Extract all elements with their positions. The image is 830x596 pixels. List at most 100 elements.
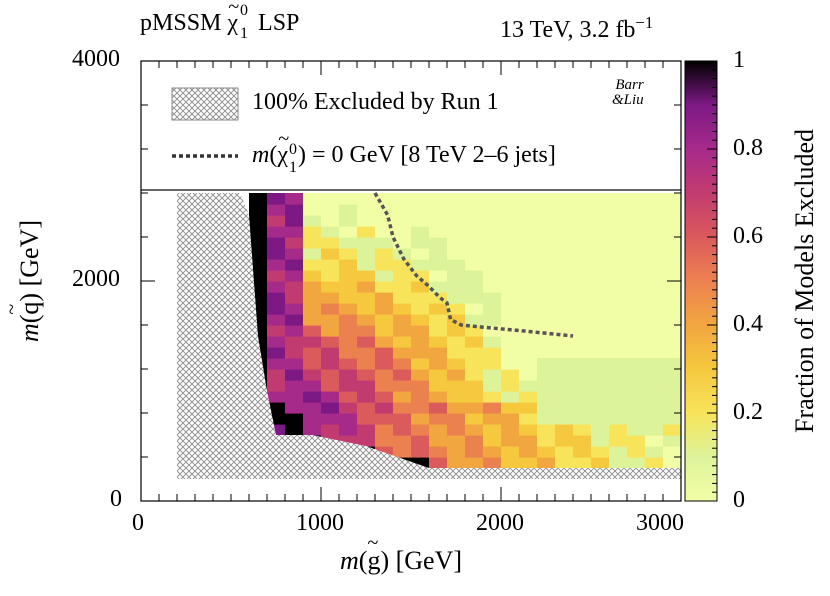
heatmap-cell (573, 402, 592, 414)
heatmap-cell (249, 325, 268, 337)
header-right: 13 TeV, 3.2 fb−1 (500, 13, 654, 43)
heatmap-cell (411, 204, 430, 216)
heatmap-cell (321, 325, 340, 337)
heatmap-cell (645, 380, 664, 392)
heatmap-cell (321, 303, 340, 315)
header-left: pMSSM ~ χ 0 1 LSP (140, 0, 300, 42)
heatmap-cell (303, 237, 322, 249)
heatmap-cell (483, 402, 502, 414)
heatmap-cell (303, 413, 322, 425)
heatmap-cell (357, 281, 376, 293)
heatmap-cell (267, 380, 286, 392)
heatmap-cell (321, 215, 340, 227)
heatmap-cell (393, 413, 412, 425)
heatmap-cell (339, 424, 358, 436)
heatmap-cell (663, 402, 681, 414)
heatmap-cell (357, 380, 376, 392)
heatmap-cell (645, 413, 664, 425)
heatmap-cell (249, 303, 268, 315)
heatmap-cell (465, 446, 484, 458)
heatmap-cell (573, 424, 592, 436)
heatmap-cell (285, 391, 304, 403)
hatched-excluded-area (177, 193, 681, 479)
heatmap-cell (483, 281, 502, 293)
heatmap-cell (555, 380, 574, 392)
heatmap-cell (447, 270, 466, 282)
heatmap-cell (429, 435, 448, 447)
heatmap-cell (519, 413, 538, 425)
heatmap-cell (393, 292, 412, 304)
heatmap-cell (411, 292, 430, 304)
heatmap-cell (627, 446, 646, 458)
heatmap-cell (393, 226, 412, 238)
heatmap-cell (339, 325, 358, 337)
heatmap-cell (573, 457, 592, 469)
heatmap-cell (465, 303, 484, 315)
heatmap-cell (303, 424, 322, 436)
heatmap-cell (429, 193, 448, 205)
heatmap-cell (447, 226, 466, 238)
heatmap-cell (411, 248, 430, 260)
heatmap-cell (393, 215, 412, 227)
heatmap-cell (411, 281, 430, 293)
heatmap-cell (339, 358, 358, 370)
heatmap-cell (429, 325, 448, 337)
heatmap-cell (645, 435, 664, 447)
heatmap-cell (267, 347, 286, 359)
heatmap-cell (285, 292, 304, 304)
heatmap-cell (285, 226, 304, 238)
heatmap-cell (375, 424, 394, 436)
heatmap-cell (339, 226, 358, 238)
heatmap-cell (249, 292, 268, 304)
heatmap-cell (339, 435, 358, 447)
heatmap-cell (591, 380, 610, 392)
heatmap-cells (231, 193, 681, 469)
x-tick-label: 1000 (296, 510, 344, 536)
heatmap-cell (321, 259, 340, 271)
heatmap-cell (447, 424, 466, 436)
heatmap-cell (519, 402, 538, 414)
heatmap-cell (591, 413, 610, 425)
heatmap-cell (429, 215, 448, 227)
heatmap-cell (249, 270, 268, 282)
heatmap-cell (429, 336, 448, 348)
heatmap-cell (483, 237, 502, 249)
heatmap-cell (501, 402, 520, 414)
heatmap-cell (627, 380, 646, 392)
heatmap-cell (537, 391, 556, 403)
heatmap-cell (339, 292, 358, 304)
heatmap-cell (465, 358, 484, 370)
heatmap-cell (483, 413, 502, 425)
watermark: Barr &Liu (612, 77, 644, 108)
heatmap-cell (465, 402, 484, 414)
heatmap-cell (285, 347, 304, 359)
heatmap-cell (573, 380, 592, 392)
legend-line-label: m(~ χ 0 1) = 0 GeV [8 TeV 2–6 jets] (252, 128, 556, 176)
heatmap-cell (447, 413, 466, 425)
heatmap-cell (321, 402, 340, 414)
heatmap-cell (375, 303, 394, 315)
heatmap-cell (501, 369, 520, 381)
heatmap-cell (447, 380, 466, 392)
heatmap-cell (375, 270, 394, 282)
heatmap-cell (393, 358, 412, 370)
heatmap-cell (267, 193, 286, 205)
heatmap-cell (465, 435, 484, 447)
heatmap-cell (501, 358, 520, 370)
heatmap-cell (501, 457, 520, 469)
heatmap-cell (519, 457, 538, 469)
heatmap-cell (645, 358, 664, 370)
heatmap-cell (357, 391, 376, 403)
heatmap-cell (303, 292, 322, 304)
heatmap-cell (429, 237, 448, 249)
heatmap-cell (411, 237, 430, 249)
heatmap-cell (609, 358, 628, 370)
heatmap-cell (339, 314, 358, 326)
heatmap-low-region (501, 193, 681, 358)
heatmap-cell (465, 270, 484, 282)
heatmap-cell (627, 413, 646, 425)
heatmap-cell (519, 380, 538, 392)
heatmap-cell (609, 446, 628, 458)
heatmap-cell (339, 281, 358, 293)
heatmap-cell (375, 237, 394, 249)
